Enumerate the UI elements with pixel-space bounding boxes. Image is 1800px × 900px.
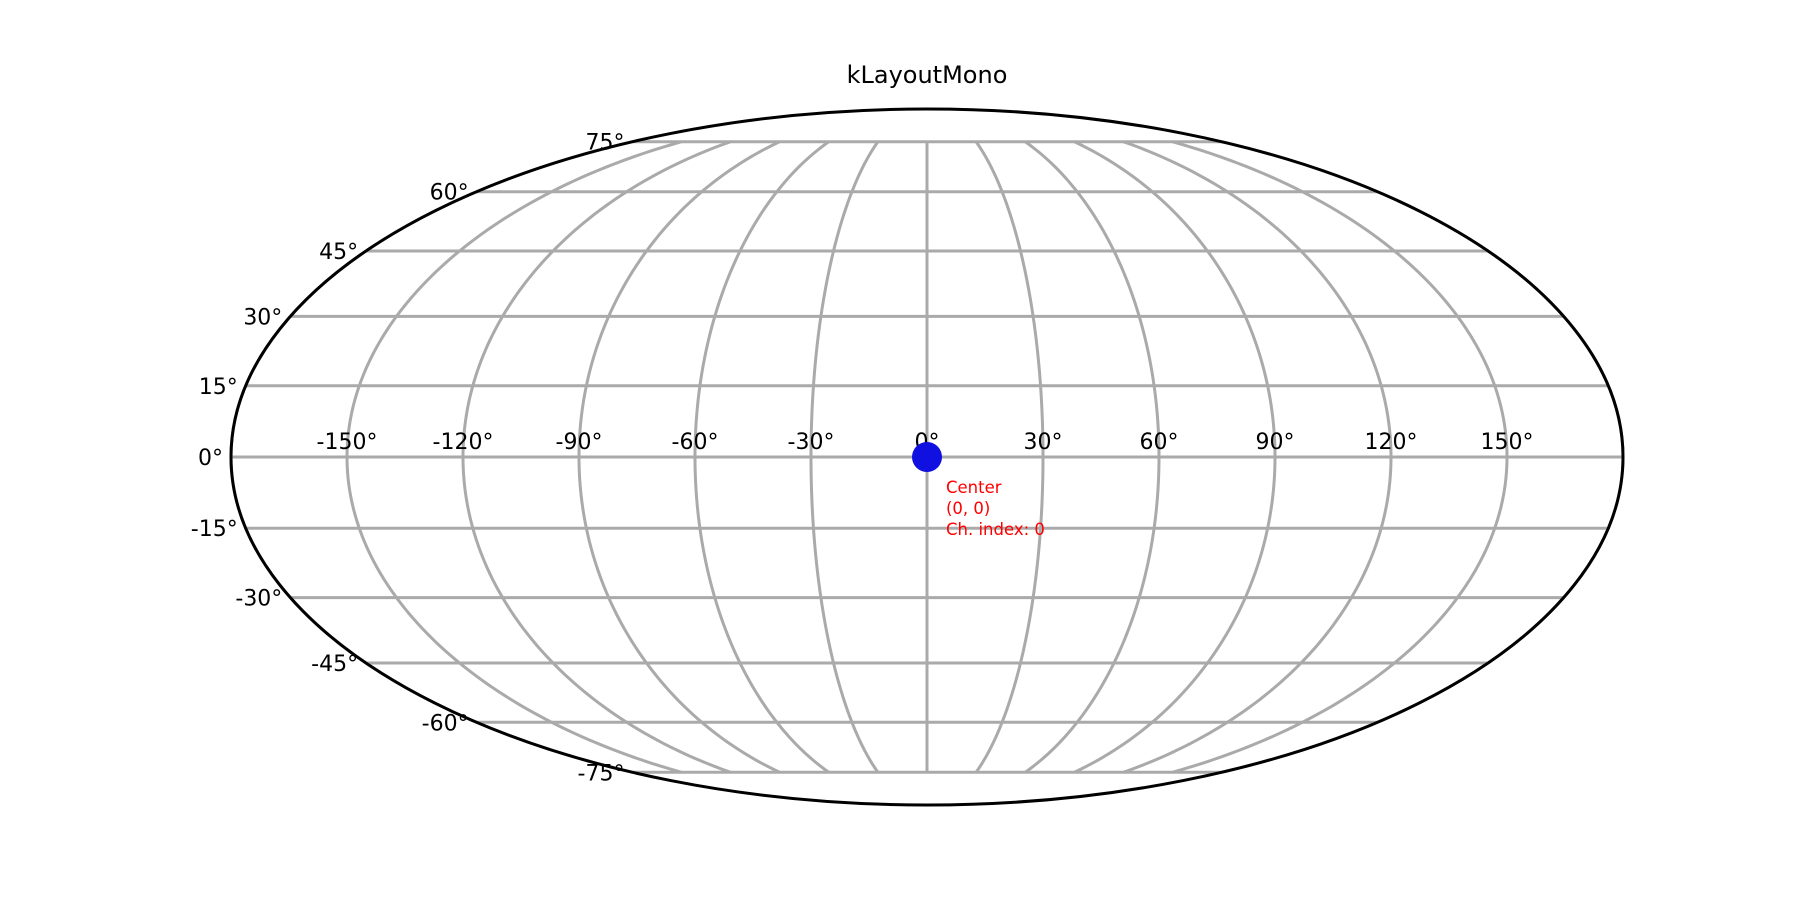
latitude-tick-label: -30°	[235, 587, 282, 612]
longitude-tick-labels: -150°-120°-90°-60°-30°0°30°60°90°120°150…	[317, 430, 1534, 455]
data-points: Center (0, 0) Ch. index: 0	[912, 442, 1045, 539]
latitude-tick-label: 60°	[430, 181, 469, 206]
longitude-tick-label: 120°	[1365, 430, 1418, 455]
latitude-tick-label: -15°	[191, 517, 238, 542]
latitude-tick-label: 15°	[199, 375, 238, 400]
map-boundary	[229, 107, 1625, 807]
longitude-tick-label: 30°	[1024, 430, 1063, 455]
point-annotation-line: Ch. index: 0	[946, 520, 1045, 539]
longitude-tick-label: -90°	[556, 430, 603, 455]
latitude-tick-label: 75°	[585, 131, 624, 156]
longitude-tick-label: -60°	[672, 430, 719, 455]
latitude-tick-labels: 75° 60° 45° 30° 15° 0° -15° -30° -45° -60° -75°	[191, 131, 625, 787]
data-point-marker	[912, 442, 942, 472]
longitude-tick-label: 90°	[1256, 430, 1295, 455]
longitude-tick-label: 150°	[1481, 430, 1534, 455]
latitude-tick-label: -60°	[422, 711, 469, 736]
latitude-tick-label: 0°	[198, 446, 223, 471]
map-outline	[229, 107, 1625, 807]
longitude-tick-label: -150°	[317, 430, 378, 455]
longitude-tick-label: 60°	[1140, 430, 1179, 455]
latitude-tick-label: 45°	[319, 240, 358, 265]
chart-title: kLayoutMono	[847, 61, 1008, 89]
point-annotation-line: (0, 0)	[946, 499, 990, 518]
longitude-tick-label: -30°	[788, 430, 835, 455]
latitude-tick-label: -45°	[311, 652, 358, 677]
longitude-tick-label: -120°	[433, 430, 494, 455]
latitude-tick-label: 30°	[243, 305, 282, 330]
latitude-tick-label: -75°	[578, 761, 625, 786]
point-annotation-line: Center	[946, 478, 1002, 497]
